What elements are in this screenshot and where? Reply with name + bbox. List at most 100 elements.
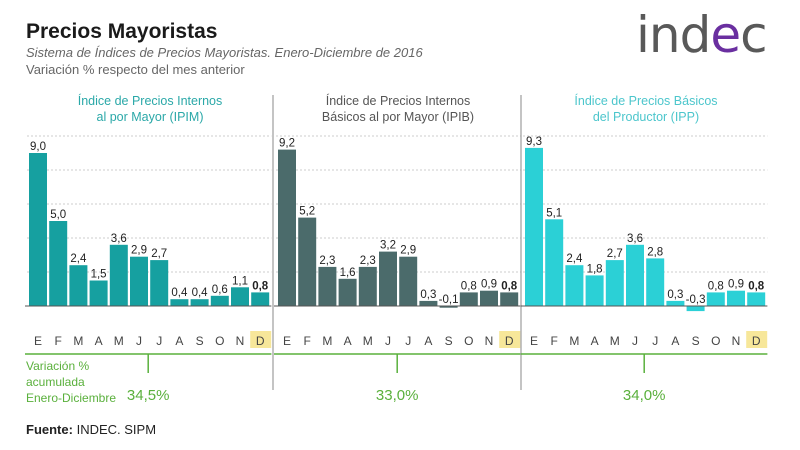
data-label: 9,0 <box>30 141 46 153</box>
bar-M <box>358 266 377 306</box>
data-label: 0,8 <box>461 280 477 292</box>
bar-M <box>565 265 584 306</box>
month-label: A <box>591 334 599 348</box>
data-label: 0,8 <box>252 280 269 292</box>
bar-M <box>605 260 624 306</box>
data-label: 3,6 <box>627 233 643 245</box>
data-label: 1,1 <box>232 275 248 287</box>
month-label: D <box>752 334 761 348</box>
accumulated-value: 34,5% <box>127 387 170 404</box>
month-label: F <box>55 334 62 348</box>
bar-J <box>150 260 169 306</box>
bar-A <box>666 300 685 306</box>
bar-J <box>399 256 418 306</box>
page-title: Precios Mayoristas <box>26 20 218 43</box>
data-label: 5,1 <box>546 207 562 219</box>
bar-O <box>210 295 229 306</box>
bar-A <box>419 300 438 306</box>
month-label: O <box>711 334 720 348</box>
panel-title-line: Índice de Precios Internos <box>77 94 223 108</box>
bar-J <box>379 251 397 306</box>
data-label: 5,2 <box>299 206 315 218</box>
bar-S <box>190 299 209 306</box>
bar-A <box>89 280 108 306</box>
month-label: O <box>215 334 224 348</box>
bar-N <box>480 290 498 306</box>
data-label: 0,8 <box>748 280 765 292</box>
bar-F <box>49 221 68 306</box>
data-label: 0,8 <box>708 280 724 292</box>
source-label: Fuente: <box>26 422 73 437</box>
data-label: 2,8 <box>647 246 663 258</box>
month-label: A <box>175 334 183 348</box>
data-label: 0,4 <box>192 287 209 299</box>
month-label: J <box>385 334 391 348</box>
month-label: S <box>445 334 453 348</box>
source-note: Fuente: INDEC. SIPM <box>26 422 156 437</box>
data-label: 0,6 <box>212 284 228 296</box>
month-label: J <box>156 334 162 348</box>
data-label: 2,9 <box>131 245 147 257</box>
month-label: A <box>671 334 679 348</box>
month-label: A <box>424 334 432 348</box>
data-label: 9,3 <box>526 136 542 148</box>
bar-E <box>29 153 47 306</box>
data-label: 3,2 <box>380 240 396 252</box>
month-label: N <box>485 334 494 348</box>
accumulated-label-line: Enero-Diciembre <box>26 391 117 405</box>
panel-title-ipib: Índice de Precios Internos Básicos al por… <box>278 93 518 125</box>
bar-J <box>130 256 148 306</box>
accumulated-label: Variación % acumulada Enero-Diciembre <box>26 358 116 406</box>
bar-J <box>646 258 665 306</box>
data-label: 2,4 <box>566 253 583 265</box>
panel-title-line: al por Mayor (IPIM) <box>96 110 204 124</box>
bar-J <box>626 244 644 306</box>
bar-F <box>298 217 317 306</box>
accumulated-value: 34,0% <box>623 387 666 404</box>
month-label: M <box>610 334 620 348</box>
month-label: J <box>405 334 411 348</box>
bar-M <box>109 244 128 306</box>
highlight-month-bg <box>499 331 521 348</box>
data-label: 0,4 <box>171 287 188 299</box>
bar-O <box>459 292 478 306</box>
month-label: N <box>732 334 741 348</box>
bar-N <box>231 287 249 306</box>
data-label: 2,4 <box>70 253 87 265</box>
panel-title-line: del Productor (IPP) <box>592 110 700 124</box>
month-label: J <box>136 334 142 348</box>
bar-M <box>318 266 337 306</box>
month-label: J <box>632 334 638 348</box>
highlight-month-bg <box>250 331 272 348</box>
data-label: -0,1 <box>439 294 459 306</box>
month-label: S <box>692 334 700 348</box>
bar-A <box>170 299 189 306</box>
bar-M <box>69 265 88 306</box>
month-label: N <box>236 334 245 348</box>
data-label: 0,3 <box>420 289 436 301</box>
data-label: 9,2 <box>279 138 295 150</box>
data-label: 2,7 <box>151 248 167 260</box>
bar-O <box>706 292 725 306</box>
bar-F <box>545 219 564 306</box>
bar-S <box>439 306 458 308</box>
bar-N <box>727 290 745 306</box>
bar-D <box>251 292 270 306</box>
month-label: D <box>256 334 265 348</box>
month-label: M <box>322 334 332 348</box>
month-label: D <box>505 334 514 348</box>
month-label: A <box>95 334 103 348</box>
month-label: E <box>34 334 42 348</box>
month-label: F <box>304 334 311 348</box>
data-label: 2,7 <box>607 248 623 260</box>
bar-D <box>500 292 519 306</box>
month-label: A <box>344 334 352 348</box>
data-label: 0,3 <box>667 289 683 301</box>
data-label: 5,0 <box>50 209 66 221</box>
month-label: S <box>196 334 204 348</box>
bar-E <box>278 149 296 306</box>
panel-title-ipp: Índice de Precios Básicos del Productor (… <box>526 93 766 125</box>
month-label: M <box>114 334 124 348</box>
data-label: 2,3 <box>360 255 376 267</box>
